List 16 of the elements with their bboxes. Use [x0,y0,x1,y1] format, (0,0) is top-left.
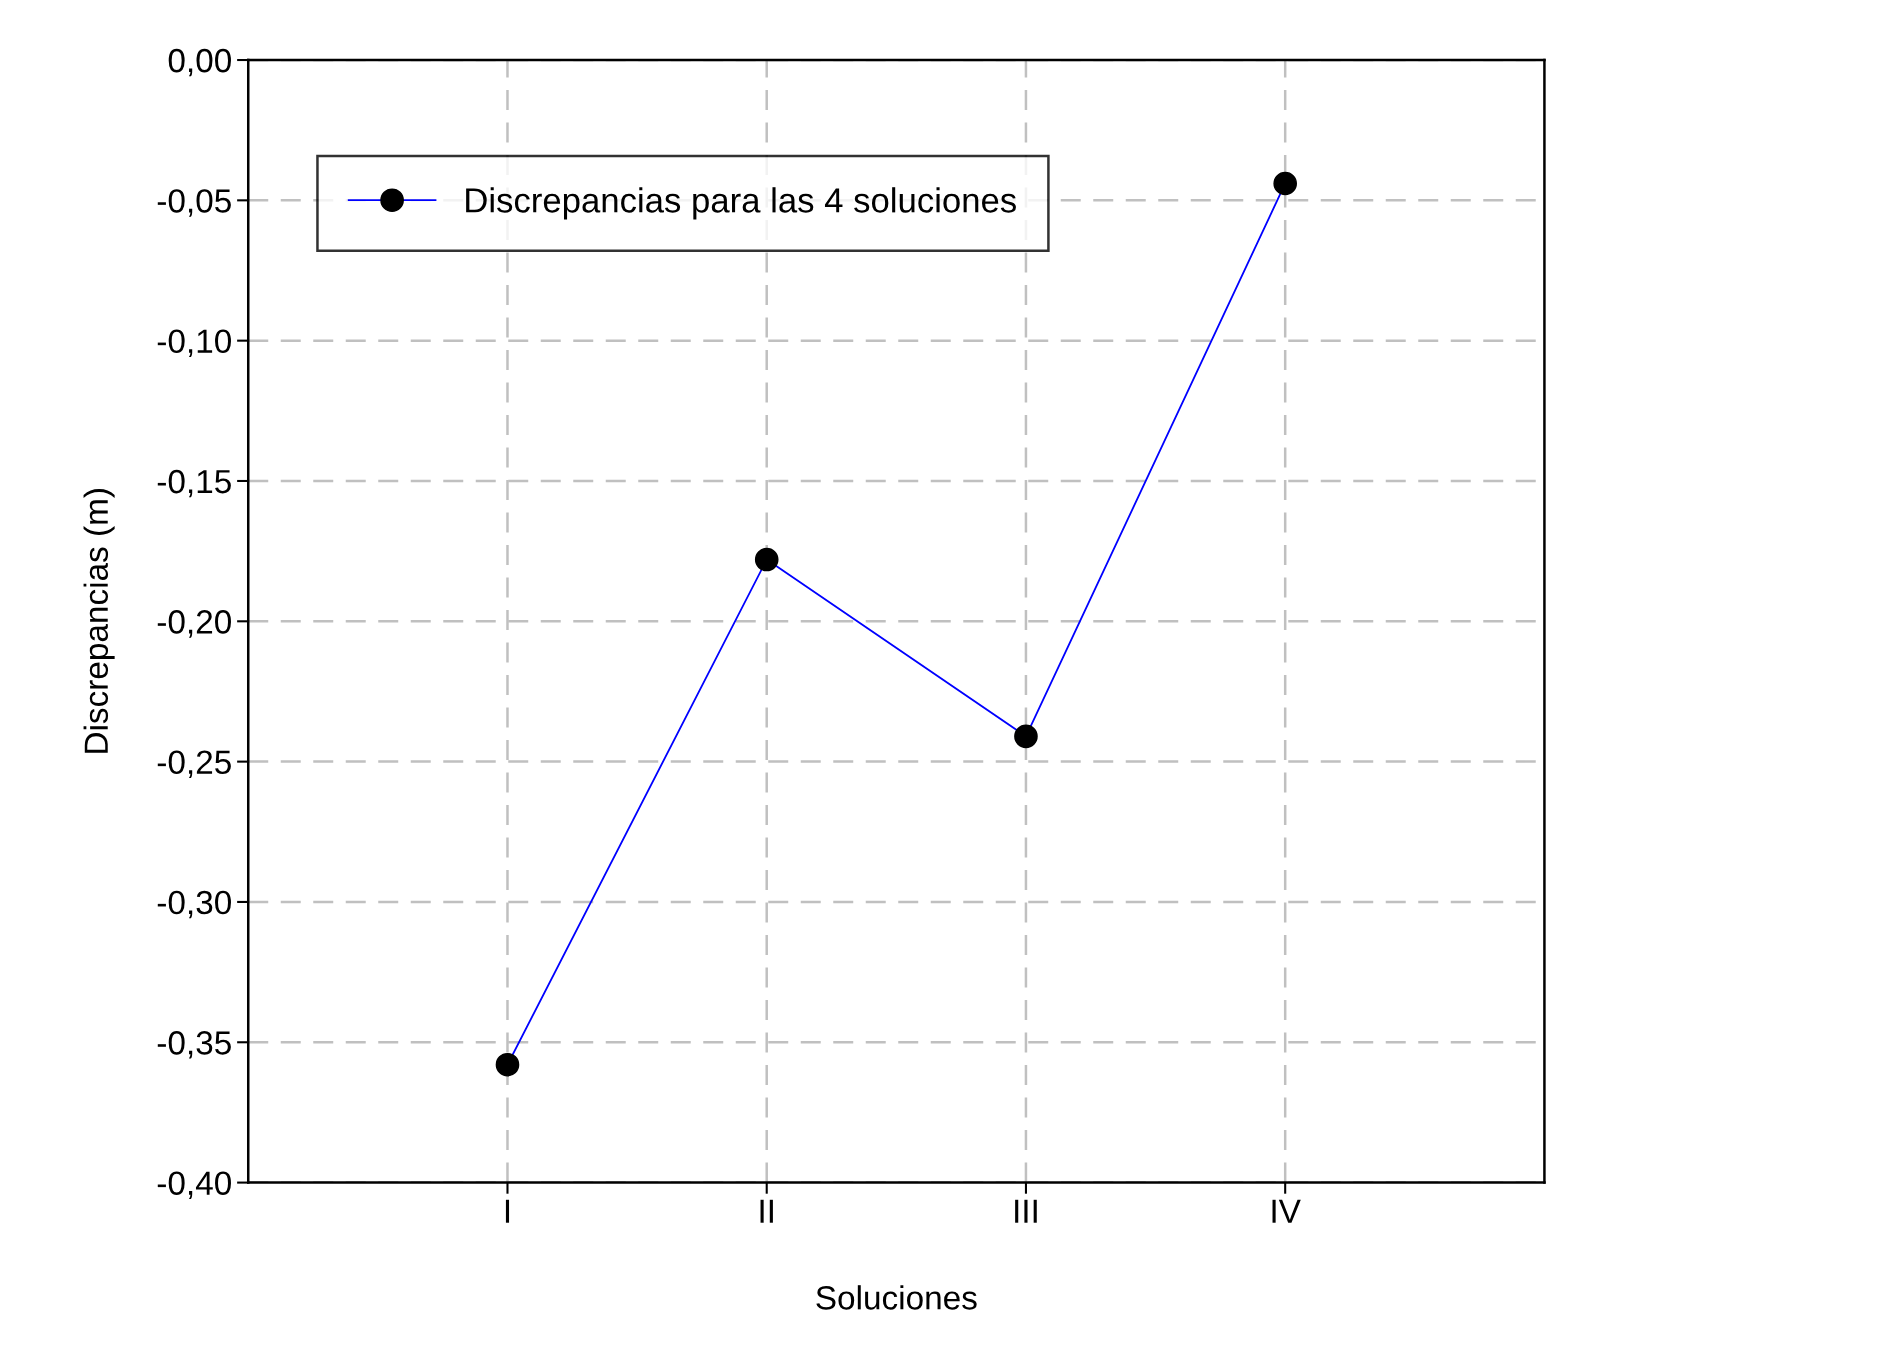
y-tick-label: -0,05 [157,189,231,217]
y-tick-label: -0,10 [157,329,231,357]
y-tick-label: -0,40 [157,1171,231,1199]
x-tick-label: IV [1272,1199,1301,1223]
legend-label: Discrepancias para las 4 soluciones [466,187,1016,220]
x-axis-title: Soluciones [816,1285,977,1310]
x-tick-label: III [1015,1199,1037,1223]
y-tick-label: -0,15 [157,469,231,498]
y-tick-label: -0,25 [157,750,231,778]
y-tick-label: 0,00 [168,48,231,77]
y-tick-label: -0,20 [157,610,231,638]
y-tick-label: -0,30 [157,890,231,919]
y-tick-label: -0,35 [157,1031,231,1059]
x-tick-label: II [760,1199,773,1223]
y-axis-title: Discrepancias (m) [83,489,115,753]
x-tick-label: I [505,1199,510,1223]
